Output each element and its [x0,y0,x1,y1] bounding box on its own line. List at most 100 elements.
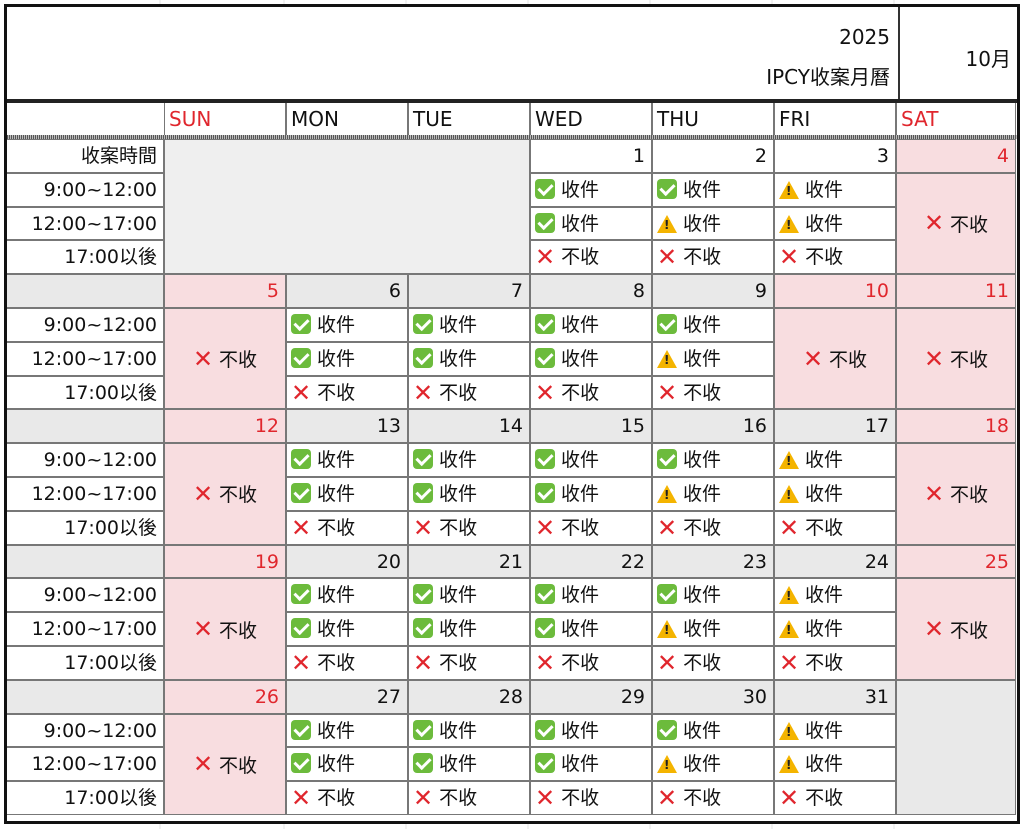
slot-label: 17:00以後 [7,646,164,680]
slot-status-cell[interactable]: ✕ 不收 [530,375,652,410]
status-open-label: 收件 [439,753,478,776]
slot-status-cell[interactable]: 收件 [530,443,652,477]
day-closed-cell[interactable]: ✕ 不收 [164,443,286,545]
day-closed-cell[interactable]: ✕ 不收 [164,713,286,815]
check-icon [535,212,555,233]
slot-status-cell[interactable]: 收件 [408,443,530,477]
slot-status-cell[interactable]: 收件 [774,443,896,477]
slot-status-cell[interactable]: 收件 [774,172,896,207]
slot-status-cell[interactable]: 收件 [652,612,774,646]
date-number: 12 [164,409,286,444]
slot-status-cell[interactable]: 收件 [774,713,896,748]
status-open-label: 收件 [439,618,478,641]
slot-status-cell[interactable]: ✕ 不收 [286,781,408,815]
slot-status-cell[interactable]: 收件 [774,477,896,511]
slot-status-cell[interactable]: ✕ 不收 [408,646,530,680]
slot-status-cell[interactable]: 收件 [652,747,774,782]
status-closed-label: 不收 [950,213,989,236]
slot-status-cell[interactable]: 收件 [530,578,652,613]
status-closed-label: 不收 [561,246,600,269]
status-closed-label: 不收 [439,516,478,539]
slot-status-cell[interactable]: 收件 [652,308,774,342]
slot-status-cell[interactable]: 收件 [408,308,530,342]
cross-icon: ✕ [535,243,556,272]
slot-status-cell[interactable]: 收件 [408,747,530,782]
slot-status-cell[interactable]: 收件 [408,713,530,748]
cross-icon: ✕ [779,243,800,272]
day-closed-cell[interactable]: ✕ 不收 [774,308,896,410]
slot-status-cell[interactable]: ✕ 不收 [652,646,774,680]
slot-status-cell[interactable]: ✕ 不收 [286,646,408,680]
slot-status-cell[interactable]: 收件 [530,477,652,511]
slot-status-cell[interactable]: 收件 [286,477,408,511]
day-closed-cell[interactable]: ✕ 不收 [164,308,286,410]
slot-status-cell[interactable]: 收件 [652,443,774,477]
slot-status-cell[interactable]: ✕ 不收 [652,510,774,545]
slot-status-cell[interactable]: 收件 [286,747,408,782]
cross-icon: ✕ [192,344,214,373]
slot-label: 9:00~12:00 [7,578,164,613]
slot-status-cell[interactable]: ✕ 不收 [530,781,652,815]
slot-status-cell[interactable]: 收件 [652,578,774,613]
slot-status-cell[interactable]: 收件 [530,713,652,748]
slot-status-cell[interactable]: ✕ 不收 [286,375,408,410]
slot-status-cell[interactable]: 收件 [408,477,530,511]
check-icon [657,449,677,470]
slot-status-cell[interactable]: 收件 [286,308,408,342]
day-closed-cell[interactable]: ✕ 不收 [164,578,286,680]
day-closed-cell[interactable]: ✕ 不收 [896,578,1016,680]
slot-status-cell[interactable]: 收件 [652,341,774,376]
status-open-label: 收件 [683,314,722,336]
slot-status-cell[interactable]: 收件 [774,578,896,613]
slot-status-cell[interactable]: 收件 [530,172,652,207]
slot-status-cell[interactable]: 收件 [286,713,408,748]
slot-status-cell[interactable]: ✕ 不收 [774,781,896,815]
slot-status-cell[interactable]: 收件 [652,172,774,207]
slot-status-cell[interactable]: 收件 [652,477,774,511]
slot-status-cell[interactable]: 收件 [286,612,408,646]
slot-status-cell[interactable]: ✕ 不收 [408,781,530,815]
slot-status-cell[interactable]: ✕ 不收 [774,646,896,680]
slot-status-cell[interactable]: ✕ 不收 [774,240,896,275]
status-open-label: 收件 [317,584,356,607]
slot-status-cell[interactable]: ✕ 不收 [652,781,774,815]
slot-status-cell[interactable]: 收件 [530,612,652,646]
slot-status-cell[interactable]: 收件 [286,578,408,613]
slot-status-cell[interactable]: ✕ 不收 [408,510,530,545]
cross-icon: ✕ [779,513,800,542]
slot-status-cell[interactable]: 收件 [408,578,530,613]
slot-status-cell[interactable]: ✕ 不收 [530,646,652,680]
status-open-label: 收件 [439,449,478,472]
week-spacer-label [7,409,164,444]
date-number: 8 [530,274,652,308]
slot-status-cell[interactable]: ✕ 不收 [408,375,530,410]
slot-label: 9:00~12:00 [7,308,164,342]
slot-status-cell[interactable]: 收件 [652,713,774,748]
slot-status-cell[interactable]: 收件 [774,612,896,646]
slot-status-cell[interactable]: 收件 [530,206,652,241]
slot-status-cell[interactable]: ✕ 不收 [652,375,774,410]
day-closed-cell[interactable]: ✕ 不收 [896,443,1016,545]
slot-status-cell[interactable]: ✕ 不收 [530,240,652,275]
slot-status-cell[interactable]: 收件 [774,206,896,241]
status-open-label: 收件 [805,719,844,742]
slot-status-cell[interactable]: 收件 [286,341,408,376]
slot-status-cell[interactable]: 收件 [530,747,652,782]
slot-status-cell[interactable]: ✕ 不收 [652,240,774,275]
date-number: 14 [408,409,530,444]
slot-status-cell[interactable]: 收件 [652,206,774,241]
slot-status-cell[interactable]: 收件 [530,341,652,376]
slot-status-cell[interactable]: 收件 [408,341,530,376]
slot-status-cell[interactable]: 收件 [408,612,530,646]
check-icon [413,483,433,503]
status-closed-label: 不收 [561,652,600,674]
slot-status-cell[interactable]: 收件 [774,747,896,782]
day-closed-cell[interactable]: ✕ 不收 [896,308,1016,410]
slot-status-cell[interactable]: ✕ 不收 [286,510,408,545]
slot-status-cell[interactable]: ✕ 不收 [774,510,896,545]
slot-status-cell[interactable]: 收件 [286,443,408,477]
slot-status-cell[interactable]: 收件 [530,308,652,342]
slot-status-cell[interactable]: ✕ 不收 [530,510,652,545]
check-icon [413,314,433,334]
day-closed-cell[interactable]: ✕ 不收 [896,172,1016,275]
